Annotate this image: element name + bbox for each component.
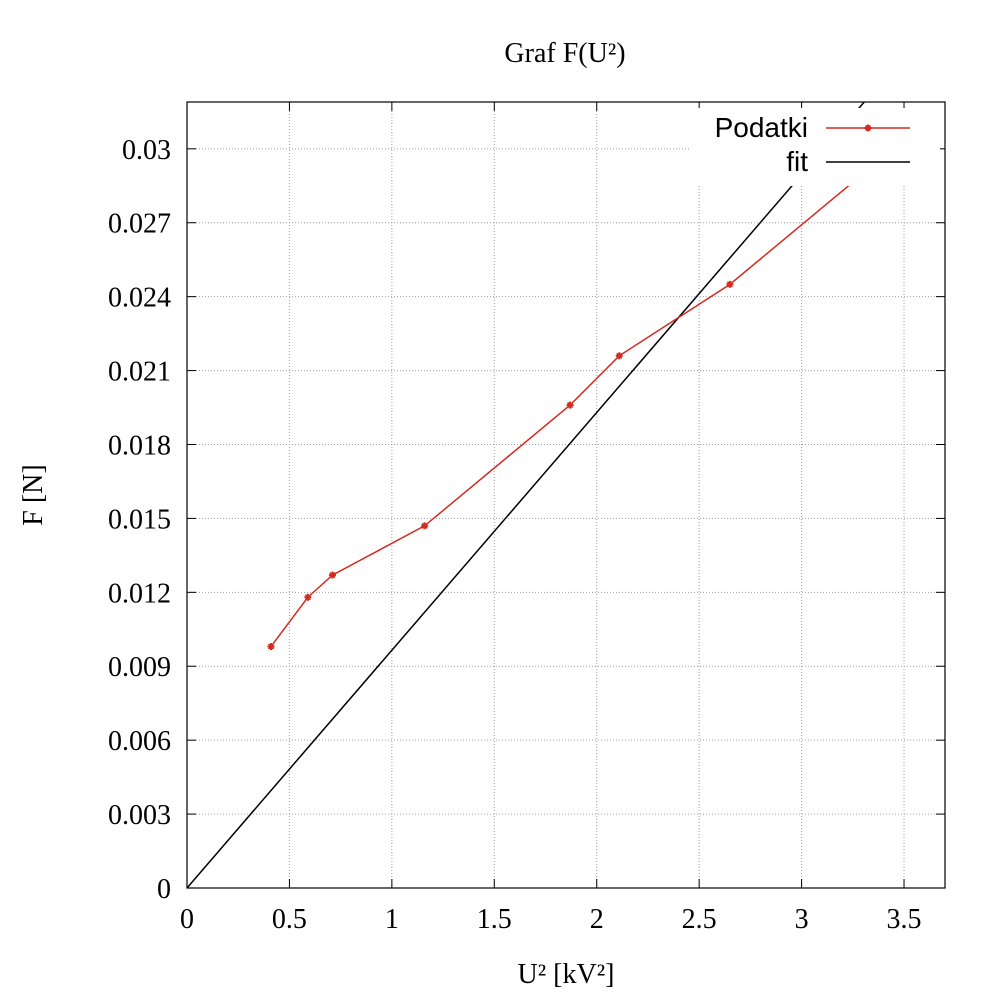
y-tick-label: 0.006 [108, 726, 171, 757]
legend-marker-podatki [864, 124, 872, 132]
data-point [566, 401, 574, 409]
y-tick-label: 0.012 [108, 578, 171, 609]
x-tick-label: 2 [590, 904, 604, 935]
legend-background [690, 108, 940, 186]
series-podatki-line [270, 116, 930, 647]
plot-frame [186, 101, 946, 889]
y-tick-label: 0.018 [108, 430, 171, 461]
x-tick-label: 3.5 [887, 904, 922, 935]
y-tick-label: 0.027 [108, 209, 171, 240]
data-point [615, 352, 623, 360]
y-tick-label: 0.015 [108, 504, 171, 535]
data-point [328, 571, 336, 579]
data-point [267, 643, 275, 651]
y-tick-label: 0 [157, 874, 171, 905]
chart-title: Graf F(U²) [504, 38, 625, 69]
axis-ticks [186, 102, 945, 889]
y-tick-label: 0.021 [108, 357, 171, 388]
x-tick-labels: 0 0.5 1 1.5 2 2.5 3 3.5 [180, 904, 922, 935]
y-tick-label: 0.024 [108, 283, 171, 314]
x-tick-label: 0.5 [272, 904, 307, 935]
legend-label-fit: fit [786, 146, 808, 177]
data-point [304, 593, 312, 601]
x-tick-label: 1.5 [477, 904, 512, 935]
legend-label-podatki: Podatki [715, 112, 808, 143]
grid [187, 102, 945, 888]
x-axis-label: U² [kV²] [518, 959, 615, 990]
legend: Podatki fit [690, 108, 940, 186]
x-tick-label: 0 [180, 904, 194, 935]
y-tick-label: 0.009 [108, 652, 171, 683]
y-tick-label: 0.003 [108, 800, 171, 831]
y-axis-label: F [N] [18, 464, 49, 525]
x-tick-label: 2.5 [682, 904, 717, 935]
data-point [726, 280, 734, 288]
y-tick-label: 0.03 [122, 135, 171, 166]
x-tick-label: 3 [795, 904, 809, 935]
data-point [421, 522, 429, 530]
y-tick-labels: 0 0.003 0.006 0.009 0.012 0.015 0.018 0.021 0.02… [108, 135, 171, 905]
x-tick-label: 1 [385, 904, 399, 935]
